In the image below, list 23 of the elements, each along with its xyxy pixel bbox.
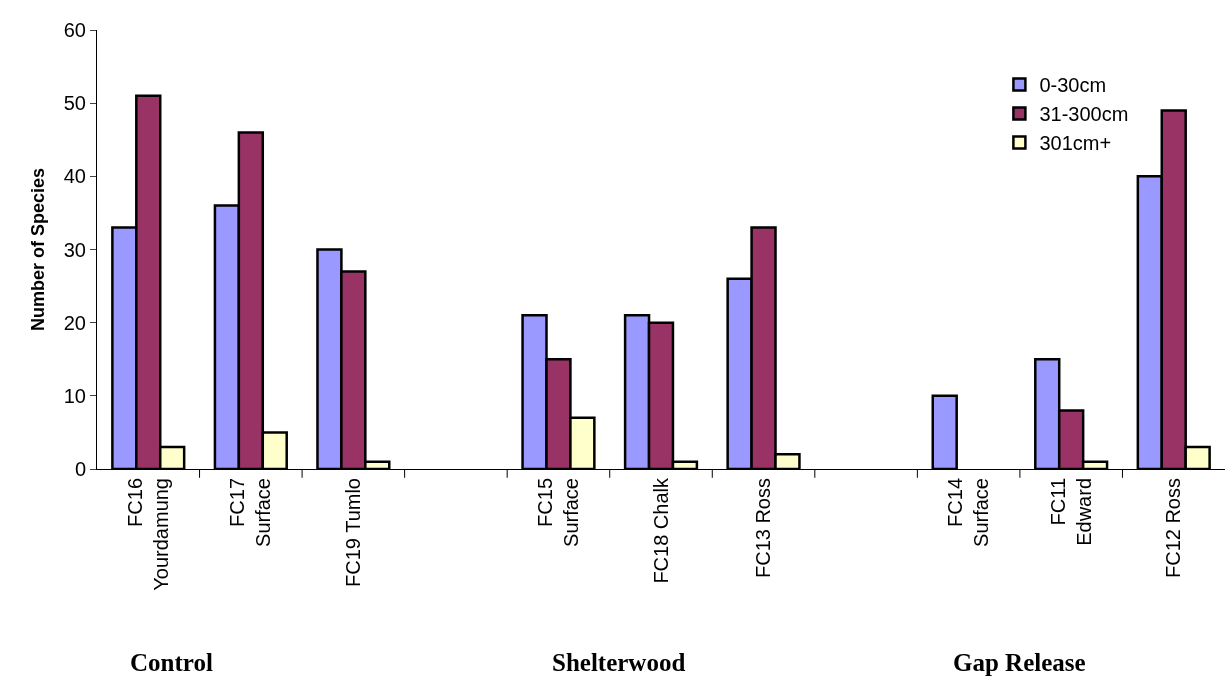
text: Gap Release <box>953 649 1086 676</box>
x-tick-label: FC13 Ross <box>752 478 775 579</box>
y-tick-label: 10 <box>63 384 86 407</box>
x-tick-label: FC17 Surface <box>226 478 275 547</box>
y-tick-label: 30 <box>63 238 86 261</box>
y-axis-title: Number of Species <box>27 167 48 332</box>
text: Shelterwood <box>552 649 686 676</box>
legend-label: 31-300cm <box>1039 103 1129 126</box>
x-tick-label: FC15 Surface <box>533 478 582 547</box>
x-tick-label: FC16 Yourdamung <box>123 478 172 591</box>
legend-label: 301cm+ <box>1039 132 1112 155</box>
y-tick-label: 60 <box>63 19 86 41</box>
x-tick-label: FC12 Ross <box>1162 478 1185 579</box>
x-tick-label: FC11 Edward <box>1046 478 1095 546</box>
x-tick-label: FC19 Tumlo <box>341 478 364 587</box>
y-tick-label: 50 <box>63 92 86 115</box>
y-tick-label: 0 <box>74 458 86 480</box>
legend-label: 0-30cm <box>1039 74 1107 97</box>
text: Control <box>130 649 213 676</box>
x-tick-label: FC14 Surface <box>944 478 993 547</box>
y-tick-label: 20 <box>63 311 86 334</box>
y-tick-label: 40 <box>63 165 86 188</box>
x-tick-label: FC18 Chalk <box>649 477 672 584</box>
